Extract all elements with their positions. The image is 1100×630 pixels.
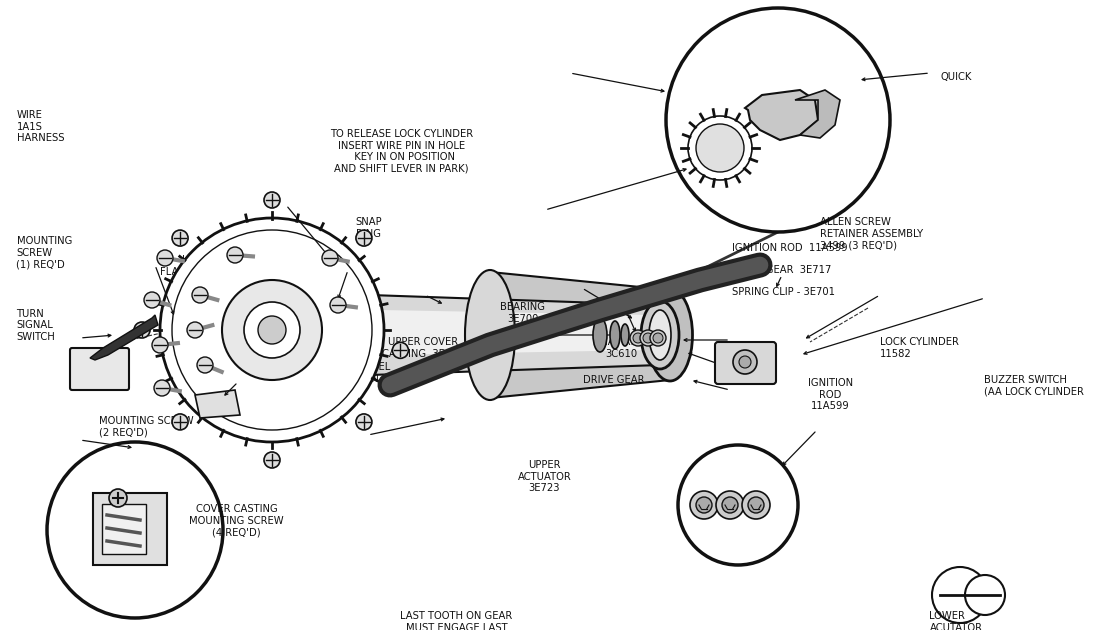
Circle shape: [160, 218, 384, 442]
Circle shape: [264, 452, 280, 468]
Circle shape: [640, 330, 656, 346]
Circle shape: [690, 491, 718, 519]
Circle shape: [134, 322, 150, 338]
Polygon shape: [379, 310, 650, 355]
Circle shape: [748, 497, 764, 513]
Text: UPPER COVER
CASTING  3D505: UPPER COVER CASTING 3D505: [382, 337, 465, 358]
Polygon shape: [795, 90, 840, 138]
Circle shape: [356, 414, 372, 430]
Polygon shape: [90, 315, 158, 360]
Circle shape: [152, 337, 168, 353]
Circle shape: [244, 302, 300, 358]
Circle shape: [696, 124, 744, 172]
Ellipse shape: [465, 270, 515, 400]
Ellipse shape: [610, 321, 620, 349]
FancyBboxPatch shape: [715, 342, 775, 384]
Text: ALLEN SCREW
RETAINER ASSEMBLY
3499 (3 REQ'D): ALLEN SCREW RETAINER ASSEMBLY 3499 (3 RE…: [820, 217, 923, 251]
Polygon shape: [370, 295, 660, 375]
Ellipse shape: [648, 289, 693, 381]
Circle shape: [330, 297, 346, 313]
Text: DRIVE GEAR  3E717: DRIVE GEAR 3E717: [732, 265, 830, 275]
Text: IGNITION ROD  11A599: IGNITION ROD 11A599: [732, 243, 847, 253]
Circle shape: [696, 497, 712, 513]
Text: STEERING WHEEL
LOCKING PIN
3E718: STEERING WHEEL LOCKING PIN 3E718: [302, 362, 390, 396]
Circle shape: [222, 280, 322, 380]
Ellipse shape: [649, 310, 671, 360]
Circle shape: [47, 442, 223, 618]
Text: TO RELEASE LOCK CYLINDER
INSERT WIRE PIN IN HOLE
  KEY IN ON POSITION
AND SHIFT : TO RELEASE LOCK CYLINDER INSERT WIRE PIN…: [330, 129, 473, 174]
Circle shape: [197, 357, 213, 373]
Text: BEARING
3E700: BEARING 3E700: [500, 302, 544, 324]
Text: SPRING CLIP - 3E701: SPRING CLIP - 3E701: [732, 287, 835, 297]
Circle shape: [630, 330, 646, 346]
Text: WIRE
1A1S
HARNESS: WIRE 1A1S HARNESS: [16, 110, 64, 144]
Polygon shape: [745, 90, 818, 140]
Circle shape: [742, 491, 770, 519]
Circle shape: [227, 247, 243, 263]
Text: DRIVE GEAR: DRIVE GEAR: [583, 375, 645, 385]
Text: QUICK: QUICK: [940, 72, 972, 83]
Polygon shape: [195, 390, 240, 418]
Circle shape: [172, 230, 372, 430]
Circle shape: [322, 250, 338, 266]
Text: HAZARD
FLASHER SWITCH: HAZARD FLASHER SWITCH: [160, 255, 248, 277]
Text: LAST TOOTH ON GEAR
MUST ENGAGE LAST
NOTCH ON ACTUATOR FOR
CORRECT INSTALLATION: LAST TOOTH ON GEAR MUST ENGAGE LAST NOTC…: [389, 611, 524, 630]
Circle shape: [650, 330, 666, 346]
FancyBboxPatch shape: [70, 348, 129, 390]
Circle shape: [356, 230, 372, 246]
Circle shape: [632, 333, 644, 343]
Circle shape: [678, 445, 798, 565]
Text: UPPER
ACTUATOR
3E723: UPPER ACTUATOR 3E723: [518, 460, 571, 493]
Text: MOUNTING
SCREW
(1) REQ'D: MOUNTING SCREW (1) REQ'D: [16, 236, 72, 270]
Polygon shape: [490, 272, 670, 398]
Circle shape: [258, 316, 286, 344]
Circle shape: [192, 287, 208, 303]
Circle shape: [722, 497, 738, 513]
Circle shape: [733, 350, 757, 374]
Circle shape: [716, 491, 744, 519]
Circle shape: [144, 292, 159, 308]
Circle shape: [932, 567, 988, 623]
Text: IGNITION
ROD
11A599: IGNITION ROD 11A599: [807, 378, 854, 411]
Circle shape: [644, 333, 653, 343]
Text: SNAP RING
3C610: SNAP RING 3C610: [594, 337, 649, 358]
Ellipse shape: [593, 318, 607, 352]
Circle shape: [109, 489, 126, 507]
Circle shape: [264, 192, 280, 208]
Ellipse shape: [641, 301, 679, 369]
FancyBboxPatch shape: [94, 493, 167, 565]
Circle shape: [172, 230, 188, 246]
Circle shape: [187, 322, 204, 338]
Circle shape: [157, 250, 173, 266]
Text: TURN
SIGNAL
SWITCH: TURN SIGNAL SWITCH: [16, 309, 55, 342]
Text: BUZZER SWITCH
(AA LOCK CYLINDER: BUZZER SWITCH (AA LOCK CYLINDER: [984, 375, 1085, 396]
Circle shape: [739, 356, 751, 368]
Ellipse shape: [621, 324, 629, 346]
Circle shape: [172, 414, 188, 430]
Text: LOCK CYLINDER
11582: LOCK CYLINDER 11582: [880, 337, 959, 358]
Text: MOUNTING SCREW
(2 REQ'D): MOUNTING SCREW (2 REQ'D): [99, 416, 194, 437]
Circle shape: [393, 342, 408, 358]
Text: LOWER
ACUTATOR
3E715: LOWER ACUTATOR 3E715: [930, 611, 982, 630]
Text: SNAP
RING: SNAP RING: [355, 217, 382, 239]
FancyBboxPatch shape: [102, 504, 146, 554]
Circle shape: [653, 333, 663, 343]
Circle shape: [688, 116, 752, 180]
Circle shape: [965, 575, 1005, 615]
Circle shape: [154, 380, 170, 396]
Text: COVER CASTING
MOUNTING SCREW
(4 REQ'D): COVER CASTING MOUNTING SCREW (4 REQ'D): [189, 504, 284, 537]
Circle shape: [666, 8, 890, 232]
